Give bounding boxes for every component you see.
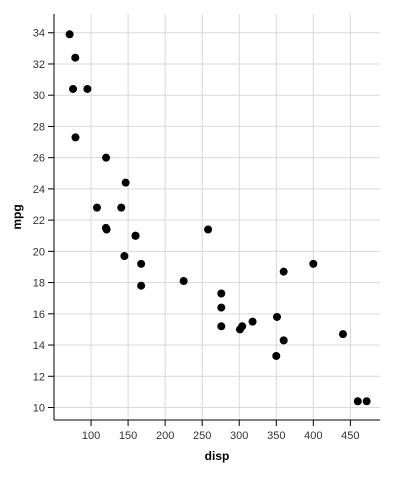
- data-point-5: [92, 203, 101, 212]
- data-point-27: [279, 336, 288, 345]
- x-tick-label-1: 150: [119, 430, 137, 442]
- x-tick-label-4: 300: [230, 430, 248, 442]
- axes: [53, 14, 380, 421]
- y-tick-label-6: 22: [33, 215, 45, 227]
- y-tick-label-1: 12: [33, 371, 45, 383]
- y-tick-label-2: 14: [33, 340, 45, 352]
- y-tick-label-5: 20: [33, 246, 45, 258]
- data-point-29: [338, 330, 347, 339]
- data-point-30: [353, 397, 362, 406]
- x-tick-label-5: 350: [267, 430, 285, 442]
- data-point-13: [131, 231, 140, 240]
- data-point-24: [272, 351, 281, 360]
- data-point-9: [117, 203, 126, 212]
- x-tick-label-0: 100: [82, 430, 100, 442]
- data-point-8: [102, 225, 111, 234]
- y-tick-label-0: 10: [33, 403, 45, 415]
- data-point-14: [137, 259, 146, 268]
- x-tick-label-6: 400: [304, 430, 322, 442]
- grid-lines: [54, 14, 380, 420]
- data-point-10: [121, 178, 130, 187]
- data-point-23: [248, 317, 257, 326]
- y-tick-label-3: 16: [33, 309, 45, 321]
- data-point-16: [179, 277, 188, 286]
- y-tick-label-7: 24: [33, 184, 45, 196]
- y-tick-label-4: 18: [33, 278, 45, 290]
- data-point-22: [238, 322, 247, 331]
- data-point-2: [71, 53, 80, 62]
- data-points: [65, 30, 371, 406]
- data-point-15: [137, 281, 146, 290]
- y-axis-title: mpg: [10, 204, 24, 229]
- data-point-19: [217, 289, 226, 298]
- data-point-4: [83, 84, 92, 93]
- data-point-7: [102, 153, 111, 162]
- data-point-20: [217, 322, 226, 331]
- x-axis-title: disp: [205, 449, 230, 463]
- data-point-11: [120, 252, 129, 261]
- x-tick-label-7: 450: [341, 430, 359, 442]
- x-tick-label-3: 250: [193, 430, 211, 442]
- data-point-1: [69, 84, 78, 93]
- data-point-28: [309, 259, 318, 268]
- x-tick-label-2: 200: [156, 430, 174, 442]
- y-tick-label-12: 34: [33, 28, 45, 40]
- data-point-26: [279, 267, 288, 276]
- y-tick-label-11: 32: [33, 59, 45, 71]
- y-tick-label-9: 28: [33, 121, 45, 133]
- y-axis-ticks: 10 12 14 16 18 20 22 24 26 28 30 32 34: [33, 28, 54, 415]
- data-point-0: [65, 30, 74, 39]
- data-point-18: [217, 303, 226, 312]
- y-tick-label-10: 30: [33, 90, 45, 102]
- data-point-25: [273, 312, 282, 321]
- data-point-3: [71, 133, 80, 142]
- y-tick-label-8: 26: [33, 153, 45, 165]
- data-point-17: [204, 225, 213, 234]
- data-point-31: [362, 397, 371, 406]
- x-axis-ticks: 100 150 200 250 300 350 400 450: [82, 420, 360, 442]
